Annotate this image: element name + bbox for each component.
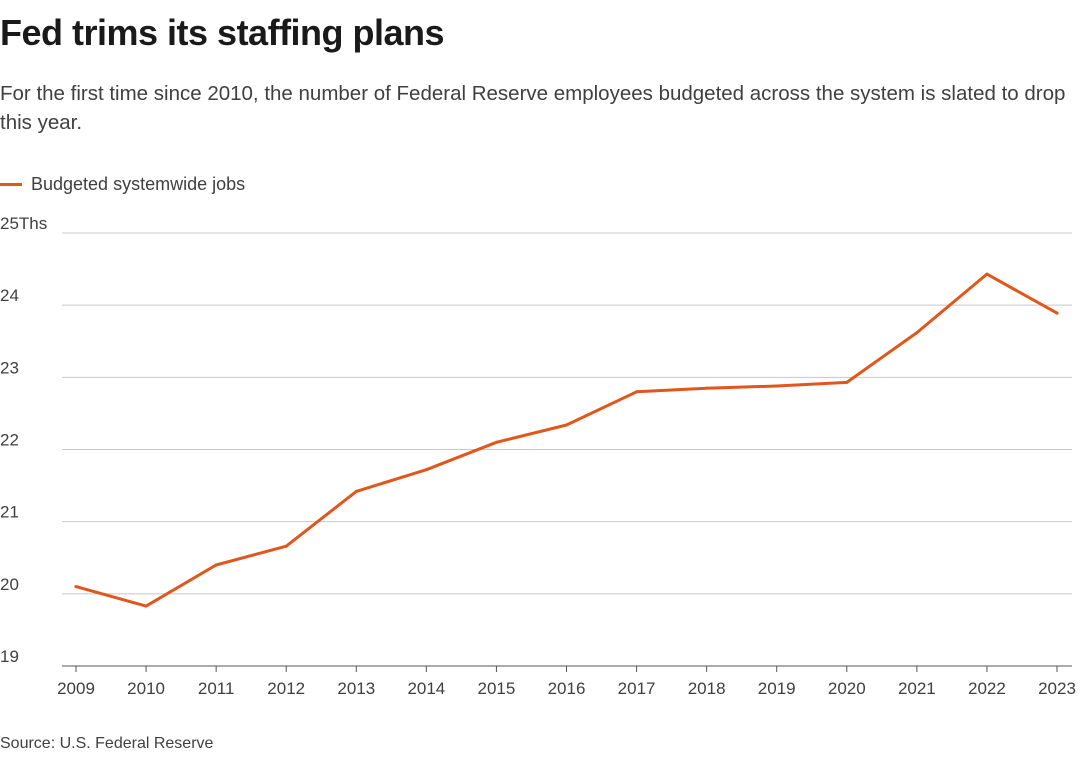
x-tick-label: 2014	[407, 679, 445, 698]
data-point	[705, 386, 709, 390]
data-point	[845, 380, 849, 384]
data-point	[775, 384, 779, 388]
legend: Budgeted systemwide jobs	[0, 172, 245, 196]
x-tick-label: 2023	[1038, 679, 1076, 698]
y-tick-label: 25Ths	[0, 214, 47, 233]
data-point	[74, 585, 78, 589]
data-point	[424, 468, 428, 472]
series-layer	[74, 272, 1059, 608]
x-tick-label: 2022	[968, 679, 1006, 698]
data-point	[354, 489, 358, 493]
data-point	[284, 544, 288, 548]
x-tick-label: 2019	[758, 679, 796, 698]
legend-label: Budgeted systemwide jobs	[31, 173, 246, 194]
chart-title: Fed trims its staffing plans	[0, 12, 445, 53]
y-tick-label: 22	[0, 431, 19, 450]
x-tick-label: 2010	[127, 679, 165, 698]
x-tick-label: 2016	[548, 679, 586, 698]
chart-subtitle: For the first time since 2010, the numbe…	[0, 82, 1066, 134]
x-axis-ticks: 2009 2010 2011 2012 2013 2014 2015 2016 2017 2018…	[57, 666, 1076, 698]
x-tick-label: 2020	[828, 679, 866, 698]
x-tick-label: 2009	[57, 679, 95, 698]
data-point	[915, 331, 919, 335]
x-tick-label: 2018	[688, 679, 726, 698]
series-line-budgeted-jobs	[74, 272, 1059, 608]
data-point	[635, 390, 639, 394]
x-tick-label: 2015	[478, 679, 516, 698]
y-tick-label: 20	[0, 575, 19, 594]
legend-swatch	[0, 182, 22, 186]
data-point	[985, 272, 989, 276]
data-point	[494, 440, 498, 444]
source-note: Source: U.S. Federal Reserve	[0, 735, 214, 752]
x-tick-label: 2012	[267, 679, 305, 698]
data-point	[565, 423, 568, 427]
x-tick-label: 2017	[618, 679, 656, 698]
x-tick-label: 2013	[337, 679, 375, 698]
y-tick-label: 24	[0, 286, 19, 305]
x-tick-label: 2011	[198, 679, 235, 698]
data-point	[214, 563, 218, 567]
data-point	[1055, 311, 1059, 315]
x-tick-label: 2021	[898, 679, 936, 698]
y-tick-label: 21	[0, 503, 19, 522]
data-point	[144, 604, 148, 608]
y-tick-label: 23	[0, 358, 19, 377]
gridlines	[62, 232, 1072, 667]
y-axis-ticks: 19 20 21 22 23 24 25Ths	[0, 214, 47, 666]
y-tick-label: 19	[0, 647, 19, 666]
